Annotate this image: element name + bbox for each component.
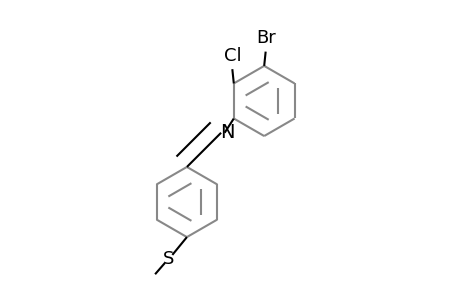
Text: Br: Br: [255, 29, 275, 47]
Text: Cl: Cl: [223, 47, 241, 65]
Text: N: N: [220, 123, 235, 142]
Text: S: S: [162, 250, 174, 268]
